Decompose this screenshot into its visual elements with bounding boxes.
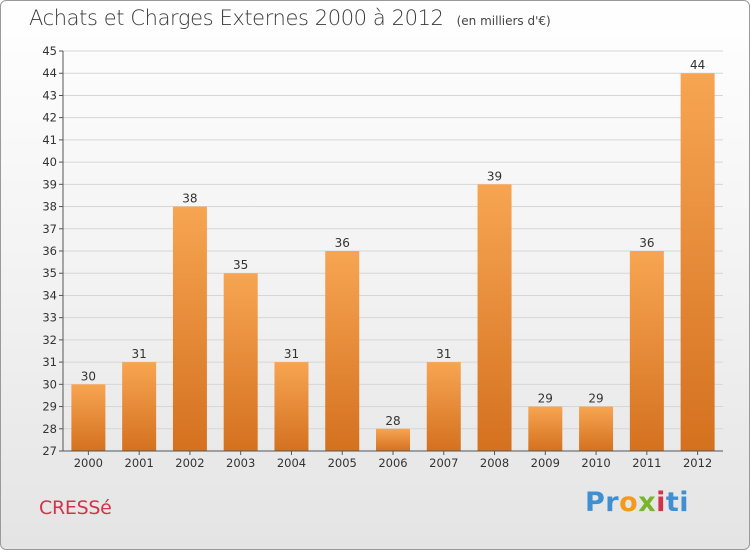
bar xyxy=(71,384,106,451)
y-tick-label: 43 xyxy=(42,88,57,102)
bar xyxy=(477,184,512,452)
data-label: 38 xyxy=(182,192,197,206)
axes xyxy=(59,50,723,455)
bar xyxy=(376,428,410,451)
data-label: 31 xyxy=(284,347,299,361)
x-tick-label: 2005 xyxy=(328,456,357,470)
bar xyxy=(629,251,664,451)
data-label: 39 xyxy=(487,169,502,183)
y-tick-label: 31 xyxy=(42,355,57,369)
x-tick-label: 2012 xyxy=(683,456,712,470)
x-tick-label: 2001 xyxy=(125,456,154,470)
bar xyxy=(223,273,258,451)
x-tick-label: 2010 xyxy=(581,456,610,470)
x-tick-label: 2009 xyxy=(531,456,560,470)
y-tick-label: 36 xyxy=(42,244,57,258)
bar xyxy=(122,362,157,451)
chart-title-block: Achats et Charges Externes 2000 à 2012 (… xyxy=(29,6,551,30)
y-tick-label: 29 xyxy=(42,400,57,414)
y-tick-label: 41 xyxy=(42,133,57,147)
bars xyxy=(71,73,715,452)
y-tick-label: 37 xyxy=(42,222,57,236)
bar xyxy=(579,406,614,451)
x-tick-label: 2007 xyxy=(429,456,458,470)
x-tick-label: 2002 xyxy=(175,456,204,470)
bar xyxy=(680,73,715,451)
bar xyxy=(528,406,563,451)
y-tick-label: 45 xyxy=(42,44,57,58)
logo-letter: P xyxy=(585,487,606,518)
x-tick-label: 2000 xyxy=(74,456,103,470)
data-label: 29 xyxy=(538,392,553,406)
proxiti-logo: Proxiti xyxy=(585,487,689,518)
y-tick-label: 28 xyxy=(42,422,57,436)
chart-subtitle: (en milliers d'€) xyxy=(456,14,551,28)
grid-lines xyxy=(63,50,723,452)
y-tick-label: 42 xyxy=(42,111,57,125)
data-label: 44 xyxy=(690,58,705,72)
logo-letter: o xyxy=(619,487,639,518)
logo-letter: x xyxy=(638,487,657,518)
x-tick-label: 2006 xyxy=(378,456,407,470)
y-tick-label: 35 xyxy=(42,266,57,280)
logo-letter: i xyxy=(656,487,666,518)
data-label: 36 xyxy=(639,236,654,250)
y-tick-label: 27 xyxy=(42,444,57,458)
labels: 27 28 29 30 31 32 33 34 35 36 37 38 39 40 41 42 43 44 45 30… xyxy=(42,44,712,470)
y-tick-label: 33 xyxy=(42,311,57,325)
data-label: 29 xyxy=(588,392,603,406)
bar xyxy=(172,206,207,451)
y-tick-label: 30 xyxy=(42,377,57,391)
y-tick-label: 34 xyxy=(42,288,57,302)
commune-name: CRESSé xyxy=(39,497,112,519)
x-tick-label: 2008 xyxy=(480,456,509,470)
x-tick-label: 2011 xyxy=(632,456,661,470)
data-label: 31 xyxy=(436,347,451,361)
y-tick-label: 40 xyxy=(42,155,57,169)
y-tick-label: 44 xyxy=(42,66,57,80)
chart-title: Achats et Charges Externes 2000 à 2012 xyxy=(29,6,444,30)
y-tick-label: 38 xyxy=(42,200,57,214)
data-label: 28 xyxy=(385,414,400,428)
data-label: 35 xyxy=(233,258,248,272)
bar xyxy=(426,362,461,451)
logo-letter: t xyxy=(665,487,680,518)
logo-letter: i xyxy=(679,487,690,518)
x-tick-label: 2003 xyxy=(226,456,255,470)
bar xyxy=(325,251,360,451)
y-tick-label: 32 xyxy=(42,333,57,347)
data-label: 30 xyxy=(81,369,96,383)
data-label: 36 xyxy=(335,236,350,250)
logo-letter: r xyxy=(605,487,620,518)
x-tick-label: 2004 xyxy=(277,456,306,470)
y-tick-label: 39 xyxy=(42,177,57,191)
data-label: 31 xyxy=(132,347,147,361)
bar xyxy=(274,362,309,451)
